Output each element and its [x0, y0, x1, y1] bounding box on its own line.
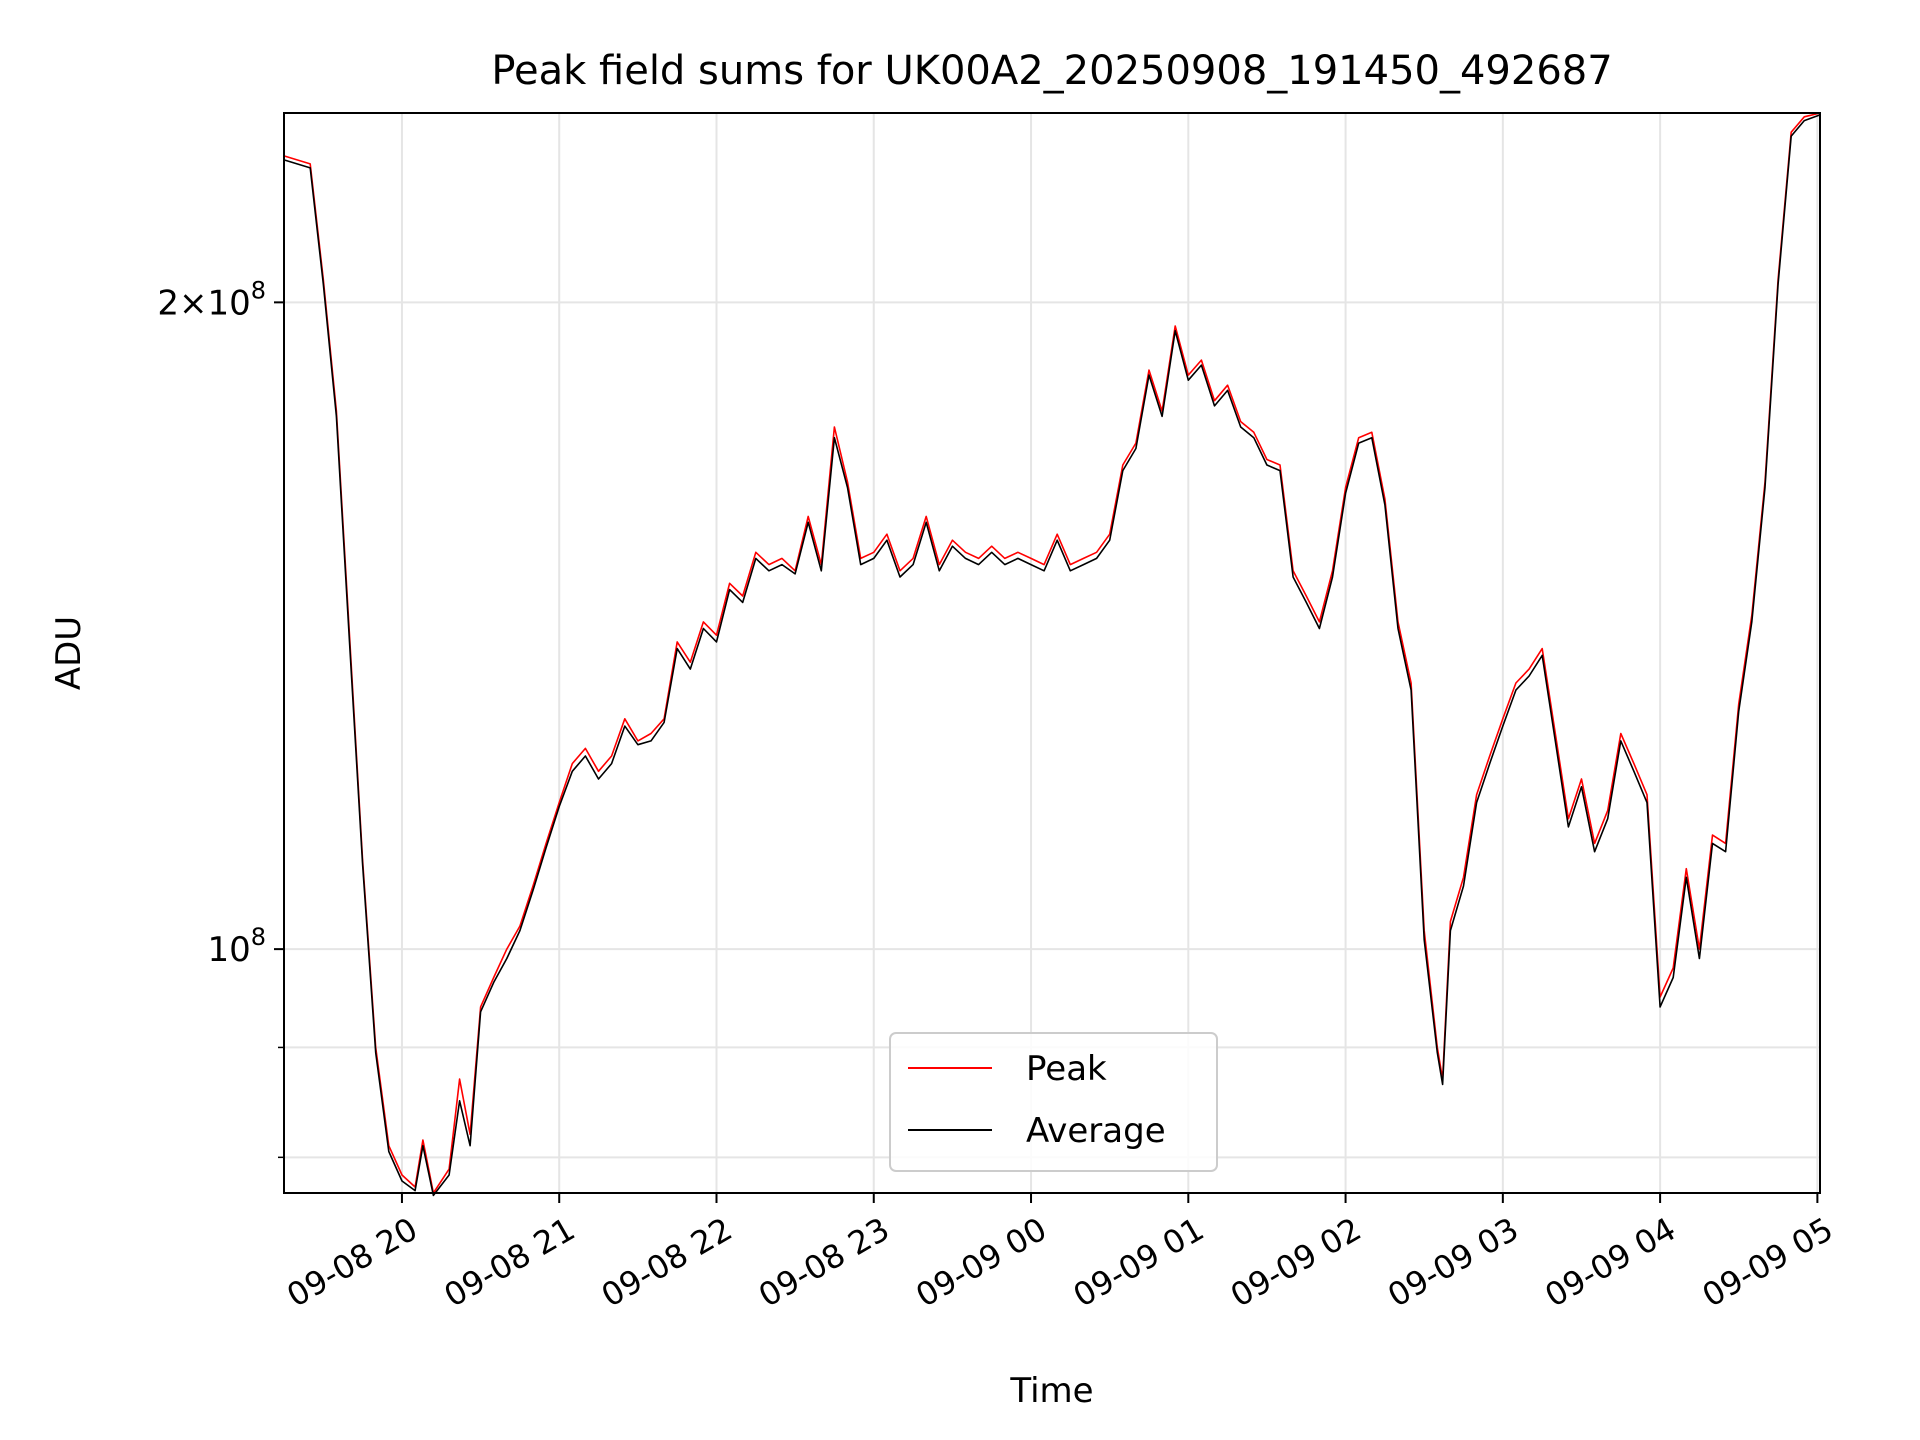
y-tick-label: 108 — [207, 923, 266, 970]
series-line-average — [283, 114, 1821, 1197]
legend-label-peak: Peak — [1026, 1049, 1107, 1089]
grid — [284, 113, 1820, 1193]
plot-frame — [283, 112, 1821, 1194]
series-line-peak — [283, 112, 1821, 1194]
y-axis-label: ADU — [49, 616, 89, 690]
y-axis: 108 2×108 — [157, 276, 284, 1159]
series-layer — [283, 112, 1821, 1197]
y-tick-label: 2×108 — [157, 276, 266, 323]
legend: Peak Average — [889, 1032, 1218, 1172]
x-axis-label: Time — [1009, 1371, 1093, 1411]
chart-title: Peak field sums for UK00A2_20250908_1914… — [491, 48, 1612, 94]
legend-label-average: Average — [1026, 1111, 1166, 1151]
